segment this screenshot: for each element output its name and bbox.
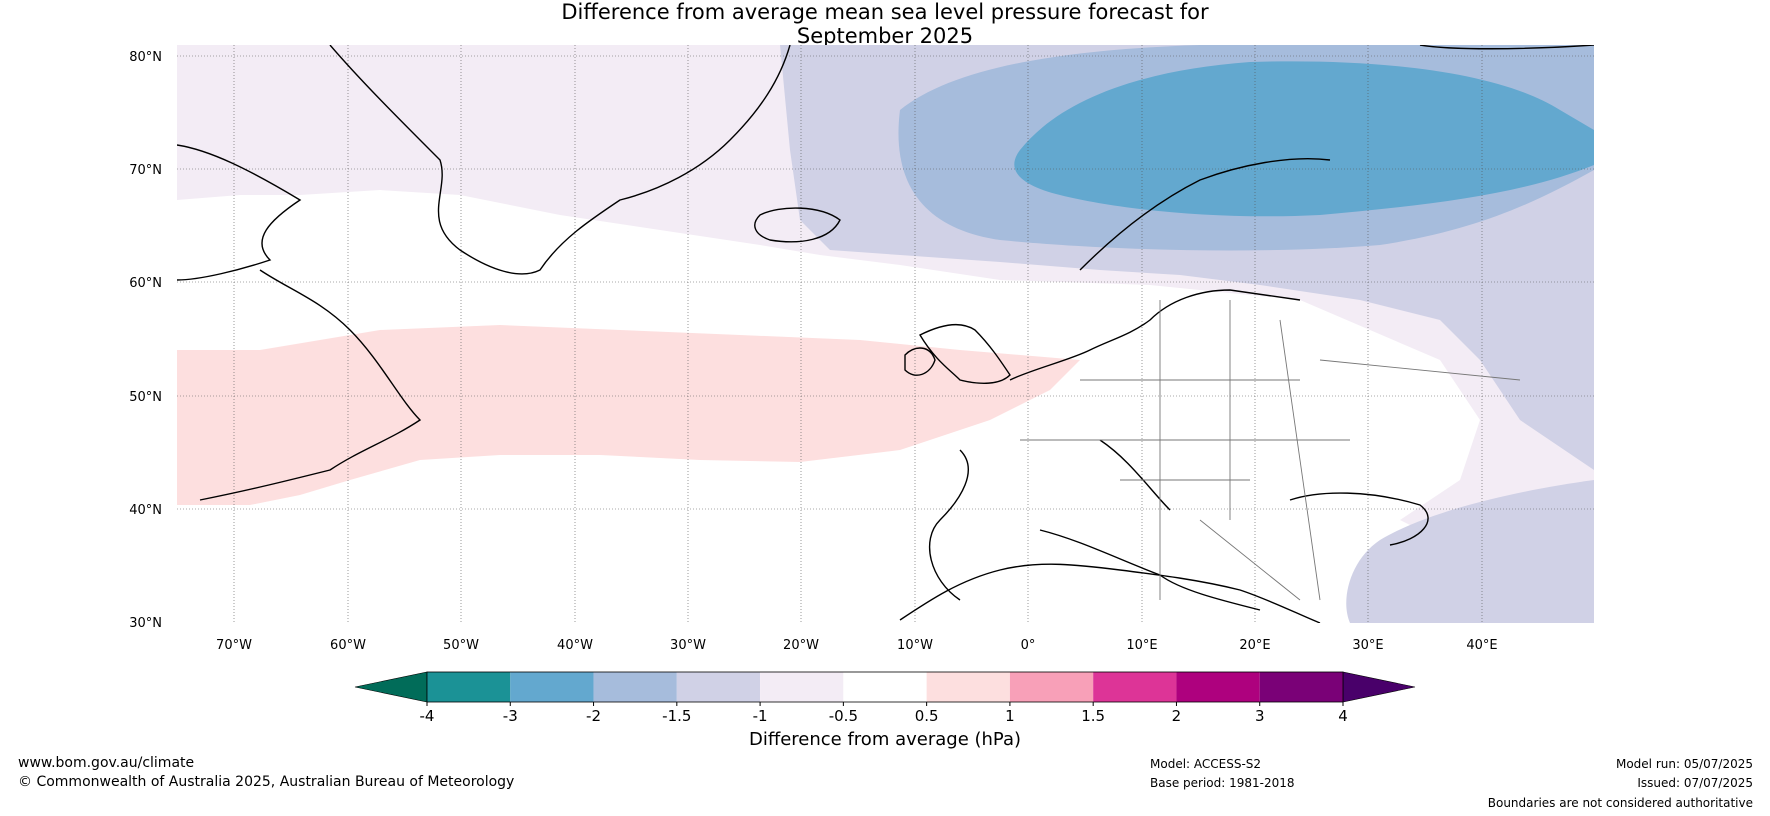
iceland-coast [754,207,841,243]
baffin-coast [177,144,302,281]
colorbar-swatch [510,672,594,702]
map-area [177,45,1594,623]
footer-copyright: © Commonwealth of Australia 2025, Austra… [18,774,515,790]
lat-label-30N: 30°N [129,616,162,631]
colorbar-tick-label: -2 [586,707,601,725]
colorbar-swatch [1259,672,1343,702]
colorbar-tick-label: 3 [1255,707,1265,725]
colorbar-under-arrow [354,671,428,703]
footer-model: Model: ACCESS-S2 [1150,757,1262,771]
colorbar: -4 -3 -2 -1.5 -1 -0.5 0.5 1 1.5 2 3 4 [354,671,1416,725]
anomaly-region-plus0p5 [177,325,1080,505]
colorbar-tick-label: 0.5 [915,707,939,725]
colorbar-swatch [676,672,761,702]
greenland-coast [329,45,791,275]
colorbar-label: Difference from average (hPa) [749,729,1021,750]
lat-label-70N: 70°N [129,163,162,178]
colorbar-swatch [1176,672,1260,702]
lat-labels: 80°N 70°N 60°N 50°N 40°N 30°N [129,50,162,631]
colorbar-tick-label: -3 [503,707,518,725]
colorbar-tick-label: -1 [753,707,768,725]
lon-label-0: 0° [1021,638,1036,653]
lat-label-50N: 50°N [129,390,162,405]
africa-coast [899,563,1321,623]
footer-issued: Issued: 07/07/2025 [1637,776,1753,790]
lon-label-30E: 30°E [1352,638,1383,653]
lon-labels: 70°W 60°W 50°W 40°W 30°W 20°W 10°W 0° 10… [216,638,1498,653]
colorbar-over-arrow [1342,671,1416,703]
graticule [177,45,1594,623]
colorbar-swatch [1093,672,1177,702]
colorbar-swatch [427,672,511,702]
title-line-2: September 2025 [796,24,974,48]
map-title: Difference from average mean sea level p… [0,0,1770,48]
lon-label-20W: 20°W [783,638,819,653]
lon-label-20E: 20°E [1239,638,1270,653]
lon-label-40W: 40°W [557,638,593,653]
colorbar-frame [426,671,1344,703]
colorbar-tick-label: 1.5 [1081,707,1105,725]
lon-label-70W: 70°W [216,638,252,653]
ireland-coast [904,347,936,376]
lon-label-10W: 10°W [897,638,933,653]
colorbar-tick-label: -0.5 [829,707,858,725]
lon-label-40E: 40°E [1466,638,1497,653]
lat-label-80N: 80°N [129,50,162,65]
lon-label-60W: 60°W [330,638,366,653]
footer-model-run: Model run: 05/07/2025 [1615,757,1753,771]
colorbar-swatch [926,672,1010,702]
colorbar-swatch [1009,672,1094,702]
colorbar-tick-label: 1 [1005,707,1015,725]
title-line-1: Difference from average mean sea level p… [561,0,1209,24]
lat-label-40N: 40°N [129,503,162,518]
footer-base-period: Base period: 1981-2018 [1150,776,1295,790]
footer-website: www.bom.gov.au/climate [18,755,195,771]
greenland-east-island [1419,45,1594,50]
norway-coast [1079,158,1331,271]
colorbar-tick-label: -1.5 [662,707,691,725]
country-borders [1020,300,1521,601]
colorbar-swatch [593,672,677,702]
colorbar-tick-label: -4 [420,707,435,725]
colorbar-tick-label: 2 [1172,707,1182,725]
colorbar-tick-label: 4 [1338,707,1348,725]
anomaly-region-minus3 [1014,61,1594,217]
footer-disclaimer: Boundaries are not considered authoritat… [1487,796,1753,810]
lat-label-60N: 60°N [129,276,162,291]
lon-label-10E: 10°E [1126,638,1157,653]
labrador-coast [199,269,422,501]
anomaly-region-minus1p5-se [1346,480,1594,623]
lon-label-50W: 50°W [443,638,479,653]
lon-label-30W: 30°W [670,638,706,653]
colorbar-swatch [760,672,844,702]
uk-coast [919,323,1011,384]
colorbar-swatch [843,672,927,702]
